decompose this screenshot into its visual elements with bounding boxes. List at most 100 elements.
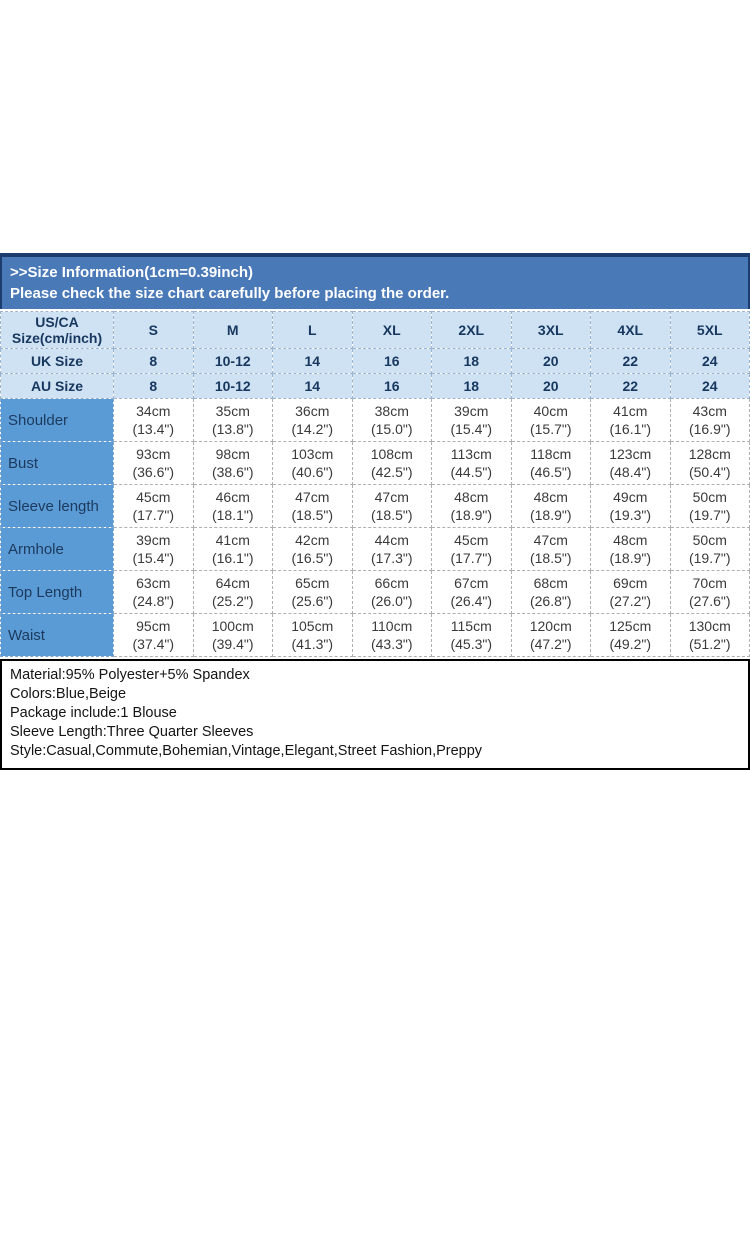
product-info-line-1: Material:95% Polyester+5% Spandex <box>10 667 250 683</box>
value-inch: (16.5") <box>291 550 334 566</box>
measurement-value-cell: 93cm (36.6") <box>113 441 194 485</box>
measurement-value-cell: 47cm (18.5") <box>510 527 591 571</box>
value-cm: 48cm <box>454 489 489 505</box>
value-inch: (50.4") <box>688 464 731 480</box>
value-inch: (39.4") <box>211 636 254 652</box>
size-table-body: US/CA Size(cm/inch) S M L XL 2XL 3XL 4XL 5XL UK Si… <box>0 311 750 657</box>
banner-title: >>Size Information(1cm=0.39inch) <box>10 264 253 281</box>
au-size-cell: 22 <box>590 373 671 399</box>
value-cm: 70cm <box>692 575 727 591</box>
value-cm: 34cm <box>136 403 171 419</box>
value-cm: 41cm <box>613 403 648 419</box>
value-cm: 108cm <box>370 446 413 462</box>
corner-header-line-2: Size(cm/inch) <box>11 330 103 346</box>
measurement-value-cell: 50cm (19.7") <box>669 527 750 571</box>
uk-size-cell: 24 <box>669 348 750 374</box>
measurement-value-cell: 42cm (16.5") <box>272 527 353 571</box>
value-inch: (48.4") <box>609 464 652 480</box>
measurement-value-cell: 35cm (13.8") <box>192 398 273 442</box>
value-inch: (25.2") <box>211 593 254 609</box>
corner-header-line-1: US/CA <box>35 314 79 330</box>
measurement-value-cell: 39cm (15.4") <box>431 398 512 442</box>
value-cm: 95cm <box>136 618 171 634</box>
measurement-value-cell: 68cm (26.8") <box>510 570 591 614</box>
au-size-cell: 18 <box>431 373 512 399</box>
value-cm: 49cm <box>613 489 648 505</box>
value-inch: (19.7") <box>688 550 731 566</box>
value-inch: (24.8") <box>132 593 175 609</box>
value-inch: (38.6") <box>211 464 254 480</box>
value-cm: 64cm <box>215 575 250 591</box>
size-chart-page: >>Size Information(1cm=0.39inch) Please … <box>0 253 750 1253</box>
value-cm: 66cm <box>374 575 409 591</box>
measurement-value-cell: 108cm (42.5") <box>351 441 432 485</box>
value-inch: (16.9") <box>688 421 731 437</box>
measurement-value-cell: 98cm (38.6") <box>192 441 273 485</box>
value-cm: 93cm <box>136 446 171 462</box>
value-inch: (18.9") <box>529 507 572 523</box>
value-cm: 113cm <box>450 446 492 462</box>
measurement-row-label: Waist <box>0 613 114 657</box>
value-inch: (17.7") <box>450 550 493 566</box>
uk-size-cell: 20 <box>510 348 591 374</box>
value-cm: 47cm <box>533 532 568 548</box>
measurement-value-cell: 38cm (15.0") <box>351 398 432 442</box>
value-cm: 68cm <box>533 575 568 591</box>
measurement-value-cell: 41cm (16.1") <box>590 398 671 442</box>
value-cm: 130cm <box>688 618 731 634</box>
measurement-value-cell: 49cm (19.3") <box>590 484 671 528</box>
value-inch: (18.5") <box>370 507 413 523</box>
value-cm: 35cm <box>215 403 250 419</box>
value-cm: 36cm <box>295 403 330 419</box>
measurement-row-label: Bust <box>0 441 114 485</box>
value-inch: (18.9") <box>609 550 652 566</box>
measurement-row-label: Shoulder <box>0 398 114 442</box>
value-inch: (18.1") <box>211 507 254 523</box>
size-column-header-xl: XL <box>351 311 432 349</box>
measurement-value-cell: 69cm (27.2") <box>590 570 671 614</box>
product-info-line-4: Sleeve Length:Three Quarter Sleeves <box>10 724 254 740</box>
size-column-header-l: L <box>272 311 353 349</box>
product-info-box: Material:95% Polyester+5% Spandex Colors:… <box>0 659 750 770</box>
value-cm: 39cm <box>454 403 489 419</box>
value-cm: 100cm <box>211 618 254 634</box>
uk-size-cell: 8 <box>113 348 194 374</box>
measurement-value-cell: 118cm (46.5") <box>510 441 591 485</box>
product-info-line-3: Package include:1 Blouse <box>10 705 177 721</box>
measurement-value-cell: 66cm (26.0") <box>351 570 432 614</box>
value-cm: 40cm <box>533 403 568 419</box>
value-inch: (45.3") <box>450 636 493 652</box>
measurement-value-cell: 113cm (44.5") <box>431 441 512 485</box>
value-cm: 50cm <box>692 532 727 548</box>
value-inch: (16.1") <box>609 421 652 437</box>
value-inch: (16.1") <box>211 550 254 566</box>
value-inch: (36.6") <box>132 464 175 480</box>
measurement-value-cell: 64cm (25.2") <box>192 570 273 614</box>
measurement-value-cell: 45cm (17.7") <box>113 484 194 528</box>
measurement-value-cell: 125cm (49.2") <box>590 613 671 657</box>
measurement-value-cell: 44cm (17.3") <box>351 527 432 571</box>
value-inch: (19.7") <box>688 507 731 523</box>
measurement-value-cell: 115cm (45.3") <box>431 613 512 657</box>
uk-size-row-label: UK Size <box>0 348 114 374</box>
value-inch: (18.5") <box>291 507 334 523</box>
value-cm: 42cm <box>295 532 330 548</box>
measurement-value-cell: 103cm (40.6") <box>272 441 353 485</box>
value-inch: (17.3") <box>370 550 413 566</box>
value-cm: 115cm <box>450 618 492 634</box>
au-size-cell: 16 <box>351 373 432 399</box>
value-cm: 125cm <box>609 618 652 634</box>
au-size-cell: 10-12 <box>192 373 273 399</box>
uk-size-cell: 10-12 <box>192 348 273 374</box>
measurement-value-cell: 40cm (15.7") <box>510 398 591 442</box>
value-cm: 48cm <box>613 532 648 548</box>
measurement-row-label: Armhole <box>0 527 114 571</box>
value-inch: (47.2") <box>529 636 572 652</box>
value-cm: 103cm <box>291 446 334 462</box>
measurement-row-label: Top Length <box>0 570 114 614</box>
value-cm: 39cm <box>136 532 171 548</box>
measurement-value-cell: 130cm (51.2") <box>669 613 750 657</box>
value-cm: 47cm <box>374 489 409 505</box>
measurement-value-cell: 123cm (48.4") <box>590 441 671 485</box>
size-info-banner: >>Size Information(1cm=0.39inch) Please … <box>0 253 750 309</box>
